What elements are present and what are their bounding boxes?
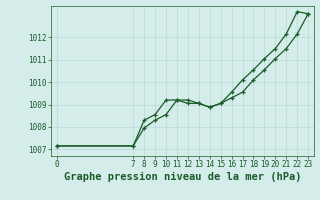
X-axis label: Graphe pression niveau de la mer (hPa): Graphe pression niveau de la mer (hPa) [64,172,301,182]
